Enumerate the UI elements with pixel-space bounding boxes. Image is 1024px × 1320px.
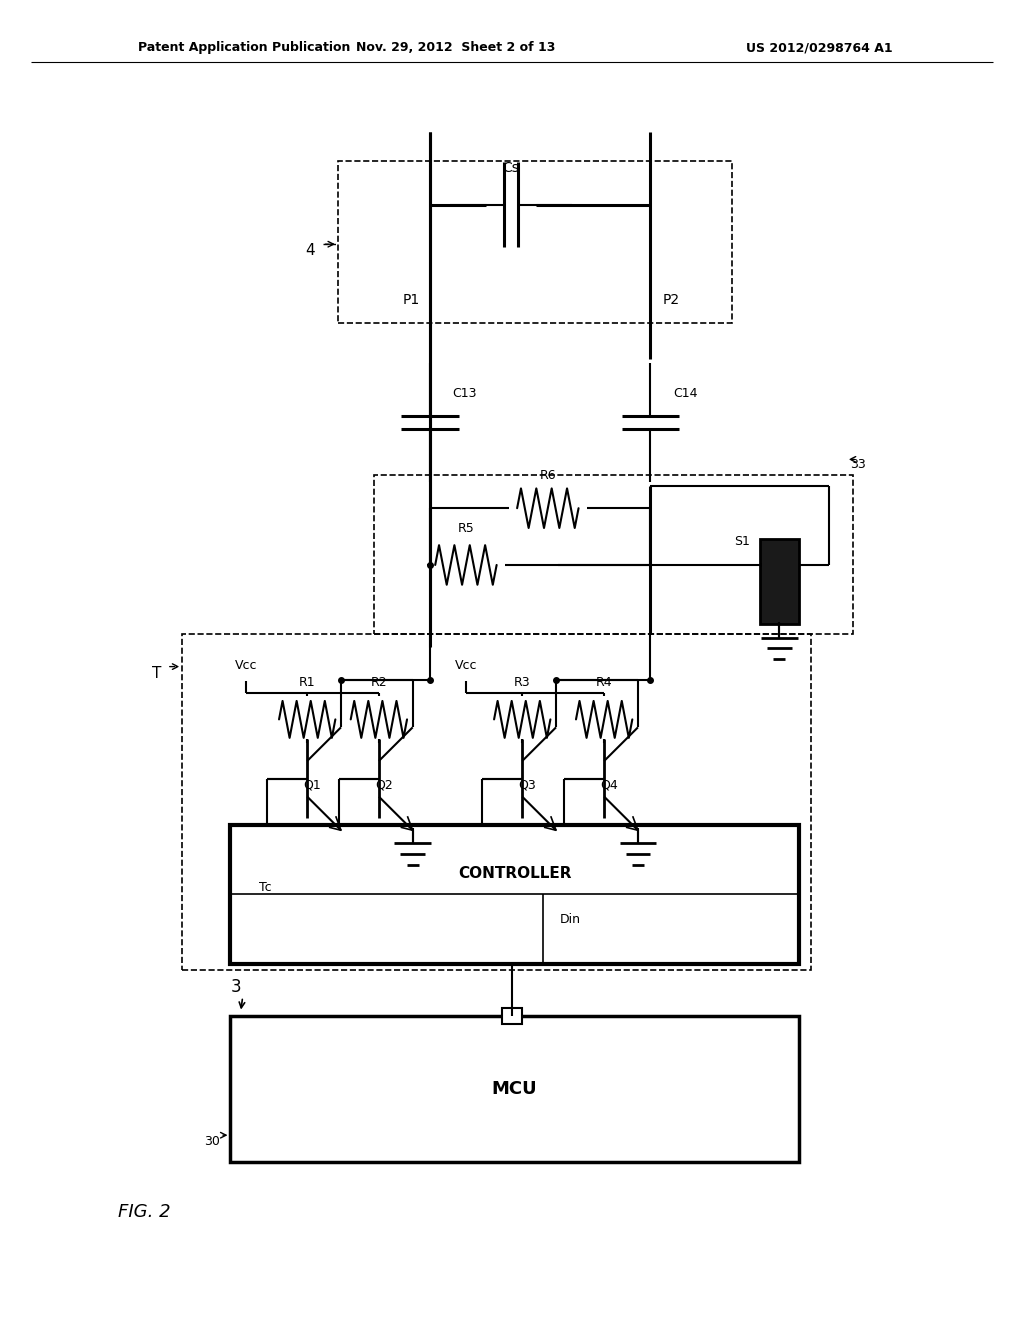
Text: Q1: Q1 (303, 779, 322, 792)
Text: 33: 33 (850, 458, 865, 471)
Text: Cs: Cs (503, 161, 519, 174)
Text: FIG. 2: FIG. 2 (118, 1203, 170, 1221)
Bar (338, 161, 732, 323)
Text: R4: R4 (596, 676, 612, 689)
Text: P1: P1 (403, 293, 420, 306)
Text: Vcc: Vcc (455, 659, 477, 672)
Bar (230, 1016, 799, 1162)
Text: MCU: MCU (492, 1080, 538, 1098)
Text: Nov. 29, 2012  Sheet 2 of 13: Nov. 29, 2012 Sheet 2 of 13 (356, 41, 555, 54)
Text: R1: R1 (299, 676, 315, 689)
Text: R2: R2 (371, 676, 387, 689)
Text: Q2: Q2 (375, 779, 393, 792)
Text: 4: 4 (305, 243, 315, 259)
Text: C13: C13 (453, 387, 477, 400)
Text: CONTROLLER: CONTROLLER (458, 866, 571, 880)
Text: Patent Application Publication: Patent Application Publication (138, 41, 350, 54)
Text: US 2012/0298764 A1: US 2012/0298764 A1 (745, 41, 893, 54)
Text: R5: R5 (458, 521, 474, 535)
Text: P2: P2 (663, 293, 679, 306)
Text: S1: S1 (733, 535, 750, 548)
Text: Tc: Tc (259, 880, 271, 894)
Text: 30: 30 (204, 1135, 220, 1148)
Text: C14: C14 (673, 387, 697, 400)
Bar (502, 1008, 522, 1024)
Bar (374, 475, 853, 634)
Text: T: T (153, 665, 162, 681)
Text: Q3: Q3 (518, 779, 537, 792)
Text: Q4: Q4 (600, 779, 618, 792)
Bar (182, 634, 811, 970)
Text: 3: 3 (230, 978, 241, 997)
Text: Vcc: Vcc (234, 659, 257, 672)
Text: Din: Din (560, 912, 581, 925)
Bar (760, 539, 799, 624)
Text: R3: R3 (514, 676, 530, 689)
Text: R6: R6 (540, 469, 556, 482)
Bar (230, 825, 799, 964)
